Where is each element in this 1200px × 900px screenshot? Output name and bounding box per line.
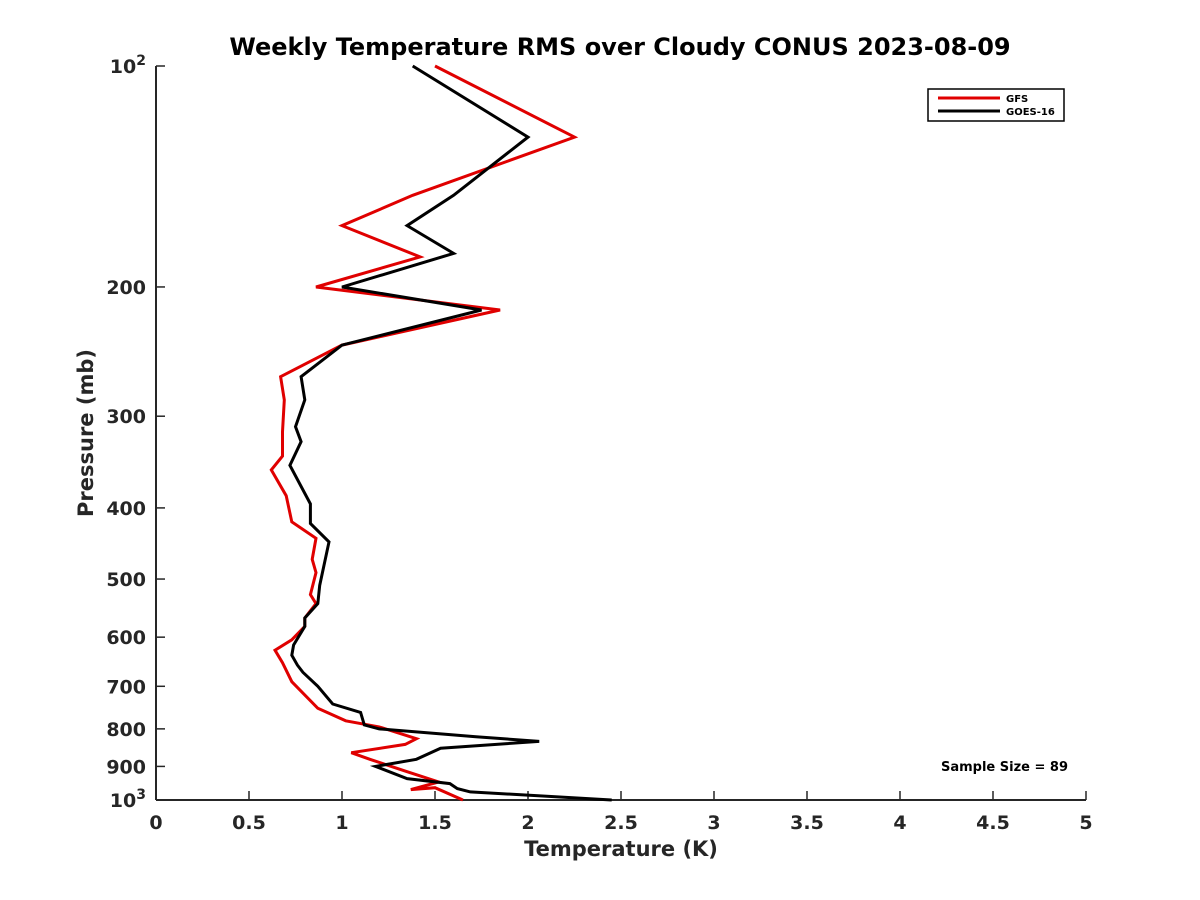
- legend: GFS GOES-16: [927, 88, 1065, 122]
- x-tick-label: 3.5: [790, 812, 824, 834]
- y-tick-label: 400: [106, 498, 146, 520]
- x-tick-label: 2.5: [604, 812, 638, 834]
- x-tick-label: 4.5: [976, 812, 1010, 834]
- y-tick-label: 700: [106, 676, 146, 698]
- legend-items: GFS GOES-16: [938, 94, 1055, 118]
- sample-size-annotation: Sample Size = 89: [941, 760, 1068, 775]
- y-tick-label: 500: [106, 569, 146, 591]
- y-tick-label: 900: [106, 756, 146, 778]
- y-tick-label: 102: [110, 53, 146, 78]
- y-tick-label: 800: [106, 719, 146, 741]
- y-tick-label: 600: [106, 627, 146, 649]
- x-tick-label: 2: [521, 812, 534, 834]
- x-ticks: 0 0.5 1 1.5 2 2.5 3 3.5 4 4.5 5: [149, 791, 1093, 834]
- y-axis-label: Pressure (mb): [74, 349, 98, 517]
- x-tick-label: 1.5: [418, 812, 452, 834]
- x-tick-label: 4: [893, 812, 906, 834]
- y-ticks: 102 200 300 400 500 600 700 800 900 103: [106, 53, 165, 812]
- plot-area: 0 0.5 1 1.5 2 2.5 3 3.5 4 4.5 5 102 200 300 400 500 600…: [106, 53, 1092, 834]
- x-axis-label: Temperature (K): [524, 837, 718, 861]
- legend-label: GFS: [1006, 94, 1028, 105]
- x-tick-label: 0: [149, 812, 162, 834]
- y-tick-label: 103: [110, 787, 146, 812]
- legend-label: GOES-16: [1006, 107, 1055, 118]
- x-tick-label: 5: [1079, 812, 1092, 834]
- x-tick-label: 0.5: [232, 812, 266, 834]
- x-tick-label: 3: [707, 812, 720, 834]
- legend-box: [927, 88, 1065, 122]
- y-tick-label: 300: [106, 406, 146, 428]
- series-lines: [269, 64, 612, 802]
- x-tick-label: 1: [335, 812, 348, 834]
- y-tick-label: 200: [106, 277, 146, 299]
- series-line-gfs: [269, 64, 579, 802]
- chart-title: Weekly Temperature RMS over Cloudy CONUS…: [229, 33, 1010, 61]
- series-line-goes-16: [288, 64, 612, 802]
